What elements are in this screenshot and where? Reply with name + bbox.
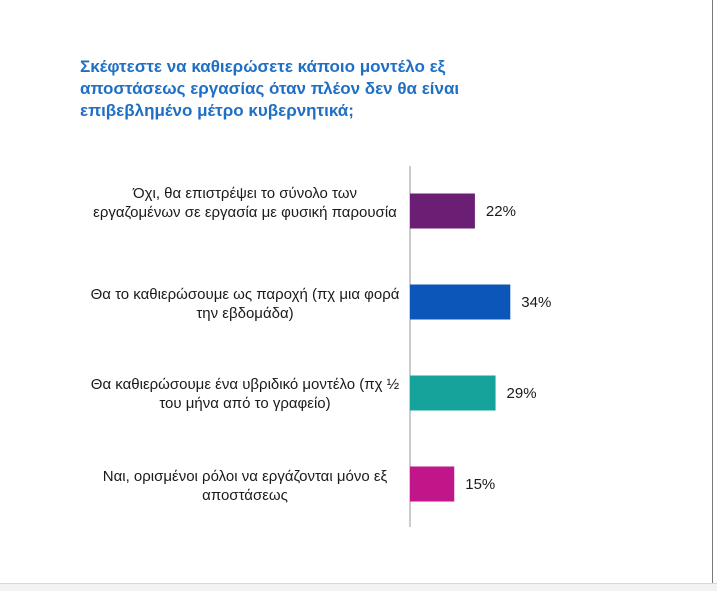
chart-title: Σκέφτεστε να καθιερώσετε κάποιο μοντέλο …	[80, 57, 460, 120]
bar-no-return	[410, 193, 475, 229]
bar-remote-roles	[410, 466, 455, 502]
value-label-weekly-benefit: 34%	[521, 294, 551, 311]
window-border-right	[712, 0, 713, 583]
category-label-no-return: Όχι, θα επιστρέψει το σύνολο των εργαζομ…	[93, 185, 397, 221]
category-label-hybrid-model: Θα καθιερώσουμε ένα υβριδικό μοντέλο (πχ…	[90, 376, 400, 412]
value-label-hybrid-model: 29%	[507, 385, 537, 402]
value-label-remote-roles: 15%	[465, 476, 495, 493]
window-border-bottom	[0, 583, 717, 591]
bar-weekly-benefit	[410, 284, 511, 320]
value-label-no-return: 22%	[486, 203, 516, 220]
category-label-remote-roles: Ναι, ορισμένοι ρόλοι να εργάζονται μόνο …	[102, 468, 388, 504]
bar-hybrid-model	[410, 375, 496, 411]
category-label-weekly-benefit: Θα το καθιερώσουμε ως παροχή (πχ μια φορ…	[90, 286, 400, 322]
